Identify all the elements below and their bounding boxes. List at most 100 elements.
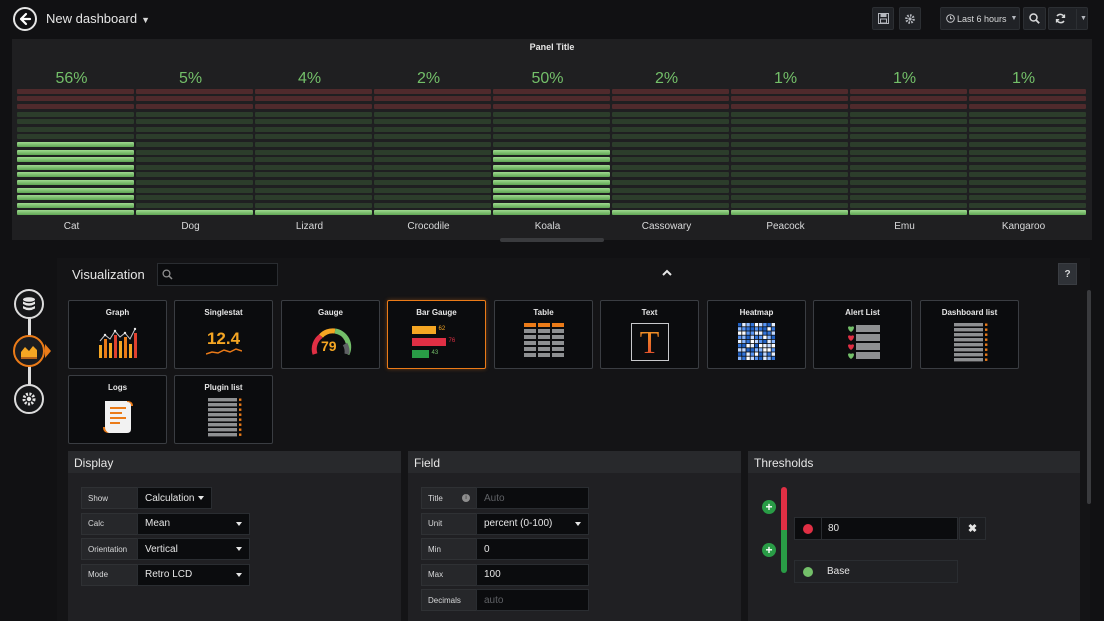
lcd-segment bbox=[612, 180, 729, 185]
bar-gauge-crocodile: 2% Crocodile bbox=[369, 39, 491, 240]
threshold-color-picker[interactable] bbox=[803, 523, 813, 534]
lcd-segment bbox=[850, 149, 967, 155]
option-value-text: Retro LCD bbox=[145, 569, 193, 580]
lcd-segment bbox=[136, 187, 253, 193]
display-mode-select[interactable]: Retro LCD bbox=[137, 563, 250, 586]
time-range-label: Last 6 hours bbox=[957, 13, 1007, 24]
dashboard-settings-button[interactable] bbox=[899, 7, 921, 30]
viz-card-gauge[interactable]: Gauge 79 bbox=[281, 300, 380, 369]
lcd-segment bbox=[850, 187, 967, 193]
lcd-segment bbox=[612, 149, 729, 155]
caret-down-icon bbox=[236, 547, 242, 551]
field-option-label: Title i bbox=[421, 487, 477, 509]
add-threshold-button[interactable]: + bbox=[762, 500, 776, 514]
viz-card-singlestat[interactable]: Singlestat 12.4 bbox=[174, 300, 273, 369]
logs-icon bbox=[69, 394, 166, 440]
option-label-text: Mode bbox=[88, 570, 109, 579]
refresh-button[interactable]: ▼ bbox=[1048, 7, 1088, 30]
gauge-series-name: Dog bbox=[181, 221, 200, 232]
display-calc-select[interactable]: Mean bbox=[137, 512, 250, 535]
help-button[interactable]: ? bbox=[1058, 263, 1077, 285]
lcd-segment bbox=[255, 172, 372, 178]
lcd-segment bbox=[850, 157, 967, 163]
zoom-out-button[interactable] bbox=[1023, 7, 1046, 30]
lcd-segment bbox=[136, 202, 253, 208]
lcd-segment bbox=[493, 210, 610, 216]
info-icon[interactable]: i bbox=[462, 494, 470, 502]
tab-visualization[interactable] bbox=[13, 335, 45, 367]
lcd-segment bbox=[136, 104, 253, 109]
field-decimals-input[interactable]: auto bbox=[476, 589, 589, 611]
field-group-title: Field bbox=[408, 451, 741, 473]
lcd-segment bbox=[17, 149, 134, 155]
display-option-label: Calc bbox=[81, 512, 138, 535]
lcd-segment bbox=[17, 96, 134, 102]
lcd-segment bbox=[969, 172, 1086, 178]
tab-general-settings[interactable] bbox=[14, 384, 44, 414]
lcd-segment bbox=[969, 96, 1086, 102]
panel-resize-handle[interactable] bbox=[500, 238, 604, 242]
back-button[interactable] bbox=[13, 7, 37, 31]
field-min-input[interactable]: 0 bbox=[476, 538, 589, 560]
threshold-color-picker[interactable] bbox=[803, 566, 813, 577]
gauge-value: 2% bbox=[654, 70, 679, 87]
lcd-segment bbox=[612, 172, 729, 178]
lcd-segment bbox=[850, 180, 967, 185]
viz-card-graph[interactable]: Graph bbox=[68, 300, 167, 369]
viz-card-heatmap[interactable]: Heatmap bbox=[707, 300, 806, 369]
bar-gauge-panel[interactable]: Panel Title 56% Cat 5% Dog 4% Lizard 2% Crocodi… bbox=[12, 39, 1092, 240]
lcd-segment bbox=[17, 187, 134, 193]
dashboard-title[interactable]: New dashboard ▼ bbox=[46, 11, 150, 26]
lcd-segment bbox=[136, 157, 253, 163]
tab-queries[interactable] bbox=[14, 289, 44, 319]
threshold-value-input[interactable]: 80 bbox=[821, 518, 957, 539]
field-unit-select[interactable]: percent (0-100) bbox=[476, 512, 589, 535]
lcd-segment bbox=[850, 202, 967, 208]
lcd-segment bbox=[731, 96, 848, 102]
lcd-segment bbox=[969, 210, 1086, 216]
field-max-input[interactable]: 100 bbox=[476, 563, 589, 586]
search-icon bbox=[162, 269, 173, 280]
display-group-title: Display bbox=[68, 451, 401, 473]
lcd-segment bbox=[374, 210, 491, 216]
lcd-segment bbox=[969, 164, 1086, 170]
dashboard-list-icon bbox=[921, 319, 1018, 365]
lcd-segment bbox=[136, 180, 253, 185]
lcd-segment bbox=[612, 104, 729, 109]
save-dashboard-button[interactable] bbox=[872, 7, 894, 30]
lcd-segment bbox=[969, 202, 1086, 208]
option-value-text: auto bbox=[484, 594, 504, 606]
viz-card-logs[interactable]: Logs bbox=[68, 375, 167, 444]
lcd-segment bbox=[17, 195, 134, 201]
add-threshold-button[interactable]: + bbox=[762, 543, 776, 557]
visualization-search-box[interactable] bbox=[157, 263, 278, 286]
bar-gauge-icon: 62 76 43 bbox=[388, 319, 485, 365]
lcd-segment bbox=[612, 157, 729, 163]
visualization-search-input[interactable] bbox=[177, 268, 267, 281]
editor-scrollbar[interactable] bbox=[1087, 290, 1091, 504]
bar-gauge-koala: 50% Koala bbox=[488, 39, 610, 240]
lcd-segment bbox=[612, 187, 729, 193]
lcd-segment bbox=[255, 104, 372, 109]
lcd-segment bbox=[612, 119, 729, 125]
viz-card-plugin-list[interactable]: Plugin list bbox=[174, 375, 273, 444]
viz-card-table[interactable]: Table bbox=[494, 300, 593, 369]
gauge-lcd-bars bbox=[731, 88, 848, 218]
viz-card-bar-gauge[interactable]: Bar Gauge 62 76 43 bbox=[387, 300, 486, 369]
viz-card-label: Gauge bbox=[318, 308, 343, 317]
refresh-interval-caret-icon[interactable]: ▼ bbox=[1080, 15, 1087, 22]
gear-icon bbox=[905, 13, 915, 24]
lcd-segment bbox=[374, 126, 491, 132]
field-title-input[interactable]: Auto bbox=[476, 487, 589, 509]
viz-card-alert-list[interactable]: Alert List bbox=[813, 300, 912, 369]
remove-threshold-button[interactable]: ✖ bbox=[959, 517, 986, 540]
lcd-segment bbox=[255, 142, 372, 147]
time-range-picker[interactable]: Last 6 hours ▼ bbox=[940, 7, 1020, 30]
display-show-select[interactable]: Calculation bbox=[137, 487, 212, 509]
collapse-visualization-picker-button[interactable] bbox=[662, 268, 672, 279]
viz-card-dashboard-list[interactable]: Dashboard list bbox=[920, 300, 1019, 369]
gauge-value: 56% bbox=[55, 70, 88, 87]
panel-title[interactable]: Panel Title bbox=[529, 42, 575, 52]
display-orientation-select[interactable]: Vertical bbox=[137, 538, 250, 560]
viz-card-text[interactable]: Text T bbox=[600, 300, 699, 369]
